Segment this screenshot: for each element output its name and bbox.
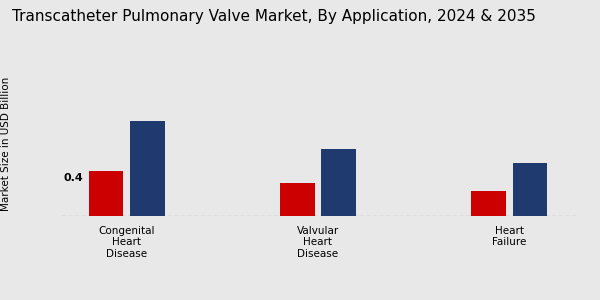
Bar bbox=[280, 183, 314, 216]
Bar bbox=[130, 121, 165, 216]
Bar bbox=[322, 149, 356, 216]
Text: Transcatheter Pulmonary Valve Market, By Application, 2024 & 2035: Transcatheter Pulmonary Valve Market, By… bbox=[12, 9, 536, 24]
Text: Market Size in USD Billion: Market Size in USD Billion bbox=[1, 77, 11, 211]
Text: 0.4: 0.4 bbox=[64, 173, 83, 183]
Bar bbox=[89, 171, 124, 216]
Bar bbox=[512, 163, 547, 216]
Legend: 2024, 2035: 2024, 2035 bbox=[436, 0, 570, 3]
Bar bbox=[471, 191, 506, 216]
